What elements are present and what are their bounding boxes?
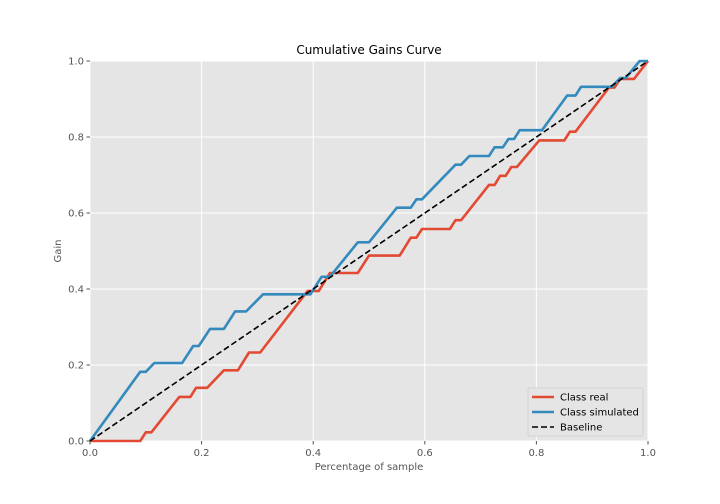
legend: Class real Class simulated Baseline bbox=[527, 387, 644, 437]
legend-label: Baseline bbox=[560, 423, 602, 434]
y-tick-label: 0.2 bbox=[68, 361, 84, 372]
x-tick-label: 0.6 bbox=[417, 448, 433, 459]
series-line-class-simulated bbox=[88, 59, 648, 442]
grid-lines bbox=[89, 60, 649, 442]
x-axis-label: Percentage of sample bbox=[315, 462, 424, 473]
y-tick-label: 0.4 bbox=[68, 285, 84, 296]
y-tick-label: 0.8 bbox=[68, 133, 84, 144]
legend-label: Class simulated bbox=[560, 408, 639, 419]
x-tick-label: 0.4 bbox=[305, 448, 321, 459]
y-tick-label: 0.0 bbox=[68, 437, 84, 448]
chart-title: Cumulative Gains Curve bbox=[296, 43, 441, 57]
series-layer bbox=[88, 59, 650, 443]
y-tick-label: 1.0 bbox=[68, 57, 84, 68]
legend-box bbox=[527, 387, 644, 437]
series-line-baseline bbox=[89, 60, 649, 442]
x-tick-label: 1.0 bbox=[640, 448, 656, 459]
x-tick-label: 0.0 bbox=[82, 448, 98, 459]
axis-ticks: 0.0 0.2 0.4 0.6 0.8 1.0 0.0 0.2 0.4 0.6 0.8 1.0 bbox=[68, 57, 656, 460]
legend-label: Class real bbox=[560, 393, 608, 404]
x-tick-label: 0.2 bbox=[194, 448, 210, 459]
series-line-class-real bbox=[90, 60, 650, 443]
y-tick-label: 0.6 bbox=[68, 209, 84, 220]
x-tick-label: 0.8 bbox=[528, 448, 544, 459]
y-axis-label: Gain bbox=[53, 240, 64, 263]
